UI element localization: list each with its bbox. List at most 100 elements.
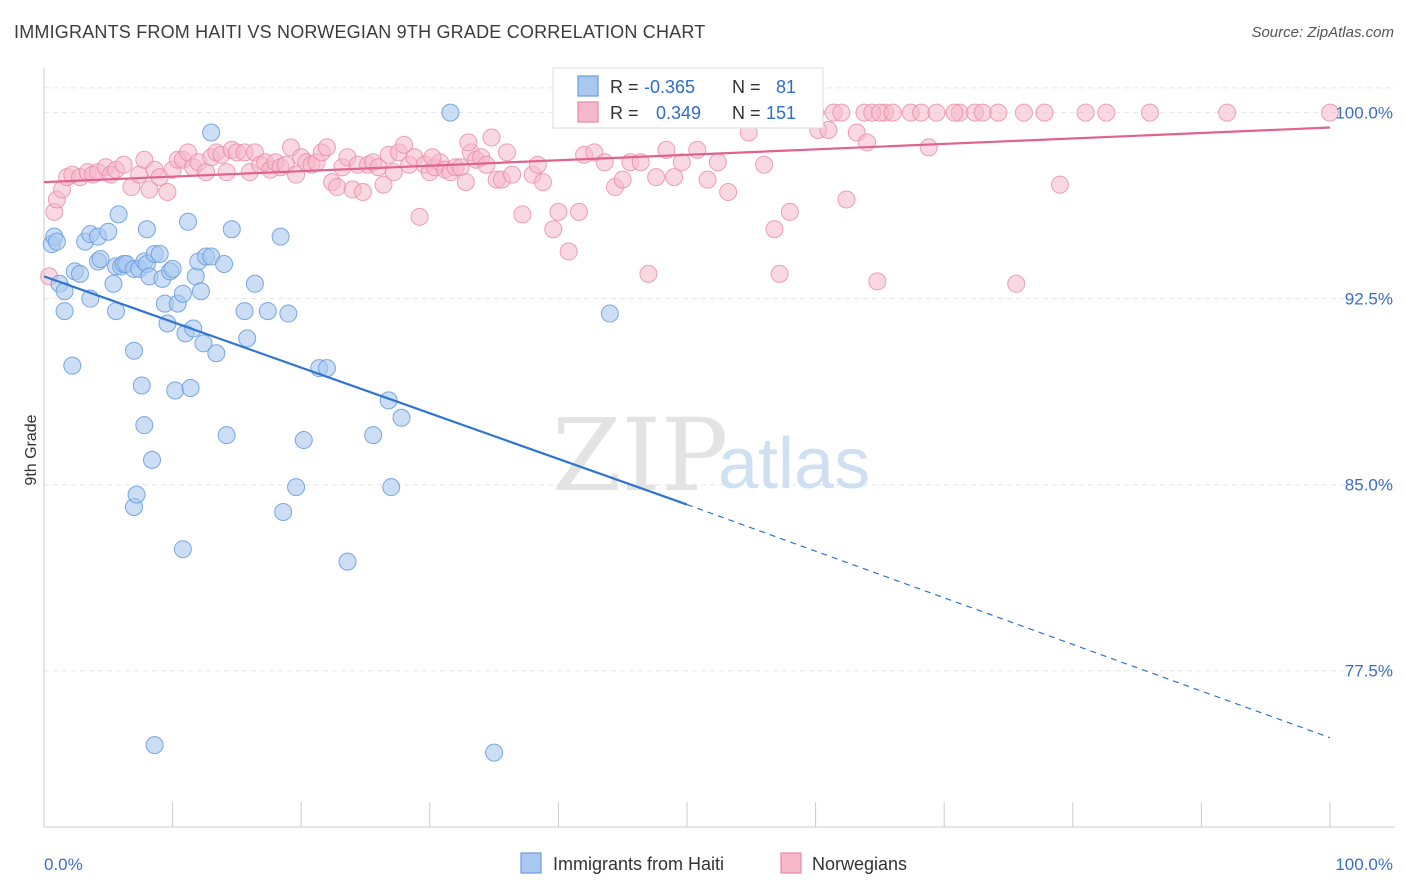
norwegians-point-17 (140, 180, 159, 199)
y-tick-labels: 77.5% 85.0% 92.5% 100.0% (1335, 104, 1393, 681)
trend-lines (43, 126, 1331, 739)
haiti-point-14 (104, 274, 123, 293)
norwegians-point-110 (719, 183, 738, 202)
norwegians-point-123 (868, 272, 887, 291)
norwegians-point-160 (423, 148, 442, 167)
haiti-point-48 (194, 334, 213, 353)
x-tick-label-max: 100.0% (1335, 855, 1393, 874)
norwegians-point-112 (755, 155, 774, 174)
source-label: Source: ZipAtlas.com (1251, 24, 1394, 41)
y-tick-label-2: 92.5% (1345, 290, 1393, 309)
axes (43, 68, 1395, 828)
norwegians-point-115 (780, 202, 799, 221)
norwegians-point-68 (410, 207, 429, 226)
haiti-point-68 (392, 408, 411, 427)
haiti-point-74 (279, 304, 298, 323)
haiti-point-51 (207, 344, 226, 363)
haiti-point-64 (338, 552, 357, 571)
haiti-point-76 (127, 485, 146, 504)
haiti-point-2 (47, 232, 66, 251)
norwegians-point-93 (559, 242, 578, 261)
haiti-point-53 (217, 426, 236, 445)
haiti-point-67 (382, 478, 401, 497)
haiti-point-61 (294, 431, 313, 450)
legend-swatch-norway (577, 101, 599, 123)
haiti-point-27 (137, 220, 156, 239)
legend-r-label: R = (610, 77, 639, 97)
norwegians-points (40, 103, 1339, 293)
norwegians-point-90 (533, 173, 552, 192)
norwegians-point-119 (819, 121, 838, 140)
norwegians-point-99 (613, 170, 632, 189)
norwegians-point-65 (395, 135, 414, 154)
x-tick-label-min: 0.0% (44, 855, 83, 874)
norwegians-point-86 (503, 165, 522, 184)
haiti-point-58 (258, 302, 277, 321)
watermark-zip: ZIP (552, 397, 728, 514)
legend-r-value-haiti: -0.365 (644, 77, 695, 97)
haiti-trend-extension (686, 503, 1331, 739)
norwegians-point-149 (1014, 103, 1033, 122)
norwegians-point-132 (1097, 103, 1116, 122)
bottom-legend-label-norway: Norwegians (812, 854, 907, 874)
norwegians-point-130 (1050, 175, 1069, 194)
haiti-point-59 (271, 227, 290, 246)
haiti-point-32 (150, 245, 169, 264)
haiti-point-17 (109, 205, 128, 224)
norwegians-point-91 (544, 220, 563, 239)
norwegians-point-87 (513, 205, 532, 224)
haiti-point-22 (125, 341, 144, 360)
norwegians-point-145 (927, 103, 946, 122)
norwegians-point-148 (989, 103, 1008, 122)
norwegians-point-20 (158, 183, 177, 202)
norwegians-point-61 (374, 175, 393, 194)
norwegians-point-82 (482, 128, 501, 147)
bottom-legend-swatch-norway (780, 852, 802, 874)
y-tick-label-3: 100.0% (1335, 104, 1393, 123)
norwegians-point-134 (1218, 103, 1237, 122)
norwegians-point-144 (912, 103, 931, 122)
y-axis-label: 9th Grade (23, 414, 40, 485)
haiti-point-54 (222, 220, 241, 239)
norwegians-point-138 (832, 103, 851, 122)
haiti-point-13 (99, 222, 118, 241)
haiti-point-71 (202, 123, 221, 142)
norwegians-point-81 (477, 155, 496, 174)
haiti-point-72 (145, 736, 164, 755)
legend-swatch-haiti (577, 75, 599, 97)
norwegians-point-133 (1140, 103, 1159, 122)
haiti-point-47 (191, 282, 210, 301)
norwegians-point-108 (698, 170, 717, 189)
x-tick-labels: 0.0% 100.0% (44, 855, 1393, 874)
legend-n-label: N = (732, 103, 761, 123)
norwegians-point-146 (945, 103, 964, 122)
norwegians-point-135 (1321, 103, 1339, 122)
haiti-point-78 (274, 502, 293, 521)
haiti-trend-line (43, 275, 688, 506)
haiti-point-30 (143, 450, 162, 469)
haiti-point-37 (163, 259, 182, 278)
haiti-point-60 (287, 478, 306, 497)
norwegians-point-142 (883, 103, 902, 122)
norwegians-point-107 (688, 140, 707, 159)
haiti-point-42 (179, 212, 198, 231)
haiti-point-77 (173, 540, 192, 559)
haiti-point-65 (364, 426, 383, 445)
norwegians-point-52 (328, 178, 347, 197)
haiti-point-52 (215, 254, 234, 273)
norwegians-point-105 (665, 168, 684, 187)
legend-n-label: N = (732, 77, 761, 97)
norwegians-point-147 (973, 103, 992, 122)
norwegians-point-109 (708, 153, 727, 172)
norwegians-point-102 (639, 264, 658, 283)
haiti-point-25 (135, 416, 154, 435)
watermark-atlas: atlas (718, 424, 870, 504)
haiti-point-70 (600, 304, 619, 323)
legend-r-label: R = (610, 103, 639, 123)
norwegians-point-94 (569, 202, 588, 221)
norwegians-point-125 (919, 138, 938, 157)
norwegians-point-89 (528, 155, 547, 174)
bottom-legend-swatch-haiti (520, 852, 542, 874)
norwegians-point-85 (497, 143, 516, 162)
norwegians-point-113 (765, 220, 784, 239)
